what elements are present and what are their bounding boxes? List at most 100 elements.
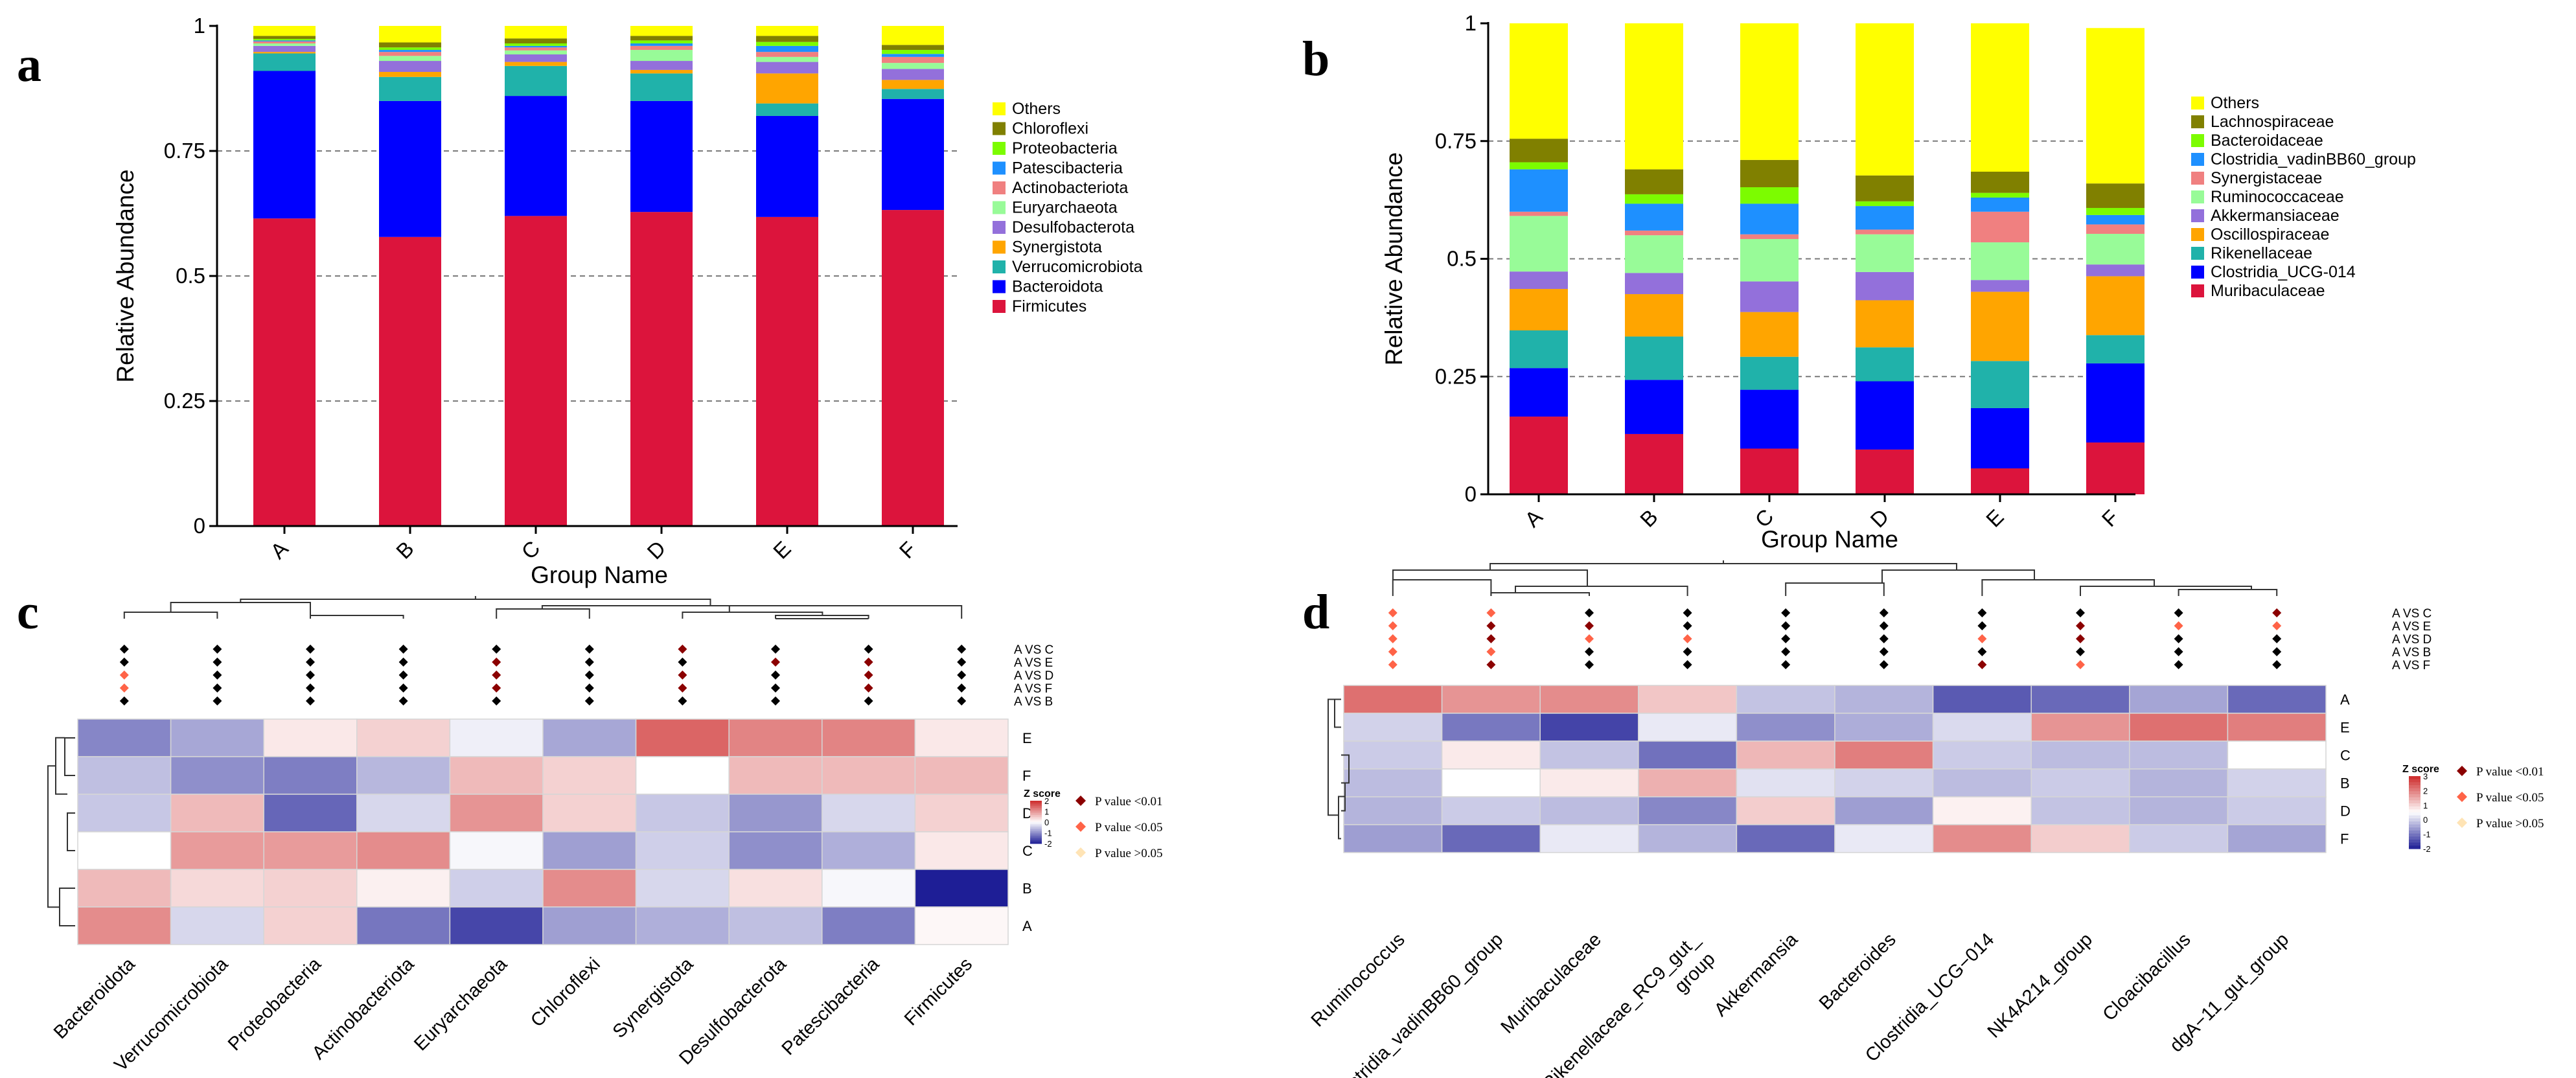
heatmap-cell-c-desulfobacterota xyxy=(728,831,823,870)
significance-marker-p001 xyxy=(492,671,501,680)
bar-segment-oscillospiraceae-d xyxy=(1856,300,1914,348)
zscore-colorbar-segment xyxy=(1030,809,1042,812)
significance-marker-p005 xyxy=(119,671,129,680)
significance-marker-p005 xyxy=(119,683,129,693)
bar-segment-firmicutes-a xyxy=(253,218,316,526)
heatmap-cell-b-bacteroidota xyxy=(77,869,172,908)
bar-segment-synergistaceae-e xyxy=(1971,211,2029,243)
bar-segment-patescibacteria-c xyxy=(505,45,567,48)
significance-marker-ns xyxy=(957,696,967,705)
bar-segment-clostridia-ucg-014-e xyxy=(1971,407,2029,469)
legend-swatch-synergistaceae xyxy=(2191,172,2204,185)
legend-swatch-bacteroidota xyxy=(993,280,1006,293)
significance-marker-ns xyxy=(1879,660,1889,669)
pvalue-legend-label-p001: P value <0.01 xyxy=(1095,795,1162,808)
heatmap-cell-e-clostridia-vadinbb60-group xyxy=(1441,713,1541,742)
significance-marker-p005 xyxy=(1683,634,1692,643)
heatmap-cell-d-desulfobacterota xyxy=(728,794,823,832)
bar-segment-verrucomicrobiota-f xyxy=(882,89,944,99)
x-tick-label-f: F xyxy=(895,537,921,563)
bar-segment-others-e xyxy=(1971,23,2029,172)
bar-segment-proteobacteria-e xyxy=(756,41,818,46)
bar-segment-bacteroidaceae-e xyxy=(1971,192,2029,198)
significance-marker-p005 xyxy=(2076,660,2085,669)
significance-marker-ns xyxy=(1879,621,1889,630)
bar-segment-ruminococcaceae-b xyxy=(1625,235,1683,273)
heatmap-cell-f-cloacibacillus xyxy=(2129,824,2229,853)
significance-marker-p001 xyxy=(1486,634,1496,643)
heatmap-column-label-firmicutes: Firmicutes xyxy=(901,954,976,1029)
y-tick-label: 0.5 xyxy=(1447,247,1477,271)
heatmap-cell-d-proteobacteria xyxy=(263,794,358,832)
dendrogram-branch xyxy=(64,737,75,776)
heatmap-cell-c-actinobacteriota xyxy=(356,831,451,870)
heatmap-cell-e-firmicutes xyxy=(914,718,1009,757)
bar-segment-others-c xyxy=(1740,23,1799,160)
significance-marker-ns xyxy=(957,671,967,680)
bar-segment-verrucomicrobiota-b xyxy=(379,76,441,101)
bar-segment-synergistota-c xyxy=(505,62,567,66)
zscore-colorbar-segment xyxy=(2409,806,2421,810)
significance-marker-p005 xyxy=(2272,621,2282,630)
dendrogram-branch xyxy=(59,888,75,926)
heatmap-cell-c-bacteroidota xyxy=(77,831,172,870)
heatmap-cell-c-akkermansia xyxy=(1736,740,1835,770)
bar-segment-ruminococcaceae-c xyxy=(1740,238,1799,282)
heatmap-cell-e-actinobacteriota xyxy=(356,718,451,757)
bar-segment-ruminococcaceae-f xyxy=(2086,233,2145,265)
significance-marker-ns xyxy=(2272,647,2282,656)
heatmap-cell-f-bacteroidota xyxy=(77,756,172,795)
bar-segment-verrucomicrobiota-e xyxy=(756,103,818,116)
zscore-tick-label: 2 xyxy=(1044,796,1049,806)
bar-segment-euryarchaeota-e xyxy=(756,56,818,62)
significance-marker-p005 xyxy=(1585,634,1594,643)
dendrogram-branch xyxy=(1392,569,1588,586)
zscore-colorbar-segment xyxy=(2409,797,2421,801)
heatmap-cell-b-firmicutes xyxy=(914,869,1009,908)
dendrogram-branch xyxy=(1515,586,1688,596)
legend-swatch-euryarchaeota xyxy=(993,201,1006,214)
heatmap-cell-f-dga-11-gut-group xyxy=(2227,824,2327,853)
heatmap-column-label-ruminococcus: Ruminococcus xyxy=(1307,929,1409,1031)
heatmap-cell-a-akkermansia xyxy=(1736,685,1835,714)
zscore-colorbar-segment xyxy=(1030,834,1042,837)
heatmap-cell-d-verrucomicrobiota xyxy=(170,794,264,832)
zscore-colorbar-segment xyxy=(2409,821,2421,825)
y-tick-label: 0.25 xyxy=(164,389,205,413)
dendrogram-branch xyxy=(170,602,311,615)
heatmap-cell-b-patescibacteria xyxy=(822,869,916,908)
bar-segment-others-a xyxy=(253,26,316,36)
significance-marker-ns xyxy=(678,658,687,667)
x-tick-label-e: E xyxy=(768,536,796,564)
heatmap-column-label-patescibacteria: Patescibacteria xyxy=(778,954,884,1059)
y-tick-label: 0.25 xyxy=(1435,364,1477,388)
significance-marker-ns xyxy=(2272,634,2282,643)
bar-segment-lachnospiraceae-e xyxy=(1971,172,2029,193)
heatmap-cell-f-bacteroides xyxy=(1834,824,1934,853)
heatmap-cell-b-rikenellaceae-rc9-gut-group xyxy=(1638,768,1738,797)
dendrogram-branch xyxy=(1338,796,1345,840)
heatmap-cell-d-dga-11-gut-group xyxy=(2227,796,2327,825)
x-tick-label-e: E xyxy=(1981,505,2008,532)
bar-segment-actinobacteriota-d xyxy=(630,45,693,51)
comparison-label-a-vs-e: A VS E xyxy=(2392,620,2431,634)
significance-marker-p001 xyxy=(678,645,687,654)
bar-segment-chloroflexi-b xyxy=(379,42,441,48)
dendrogram-branch xyxy=(47,765,60,908)
bar-segment-clostridia-ucg-014-a xyxy=(1510,368,1568,417)
zscore-tick-label: -1 xyxy=(1044,829,1052,838)
bar-segment-proteobacteria-f xyxy=(882,50,944,54)
bar-segment-clostridia-vadinbb60-group-b xyxy=(1625,203,1683,231)
heatmap-column-label-clostridia-vadinbb60-group: Clostridia_vadinBB60_group xyxy=(1324,929,1508,1078)
y-axis-title: Relative Abundance xyxy=(112,169,139,382)
bar-segment-clostridia-ucg-014-c xyxy=(1740,389,1799,449)
bar-segment-desulfobacterota-c xyxy=(505,54,567,62)
heatmap-cell-c-ruminococcus xyxy=(1343,740,1443,770)
zscore-colorbar-segment xyxy=(2409,788,2421,792)
zscore-tick-label: 1 xyxy=(2423,801,2428,810)
bar-segment-others-d xyxy=(1856,23,1914,176)
bar-segment-clostridia-vadinbb60-group-d xyxy=(1856,206,1914,230)
bar-segment-clostridia-ucg-014-d xyxy=(1856,381,1914,450)
bar-segment-muribaculaceae-c xyxy=(1740,448,1799,494)
heatmap-cell-f-desulfobacterota xyxy=(728,756,823,795)
